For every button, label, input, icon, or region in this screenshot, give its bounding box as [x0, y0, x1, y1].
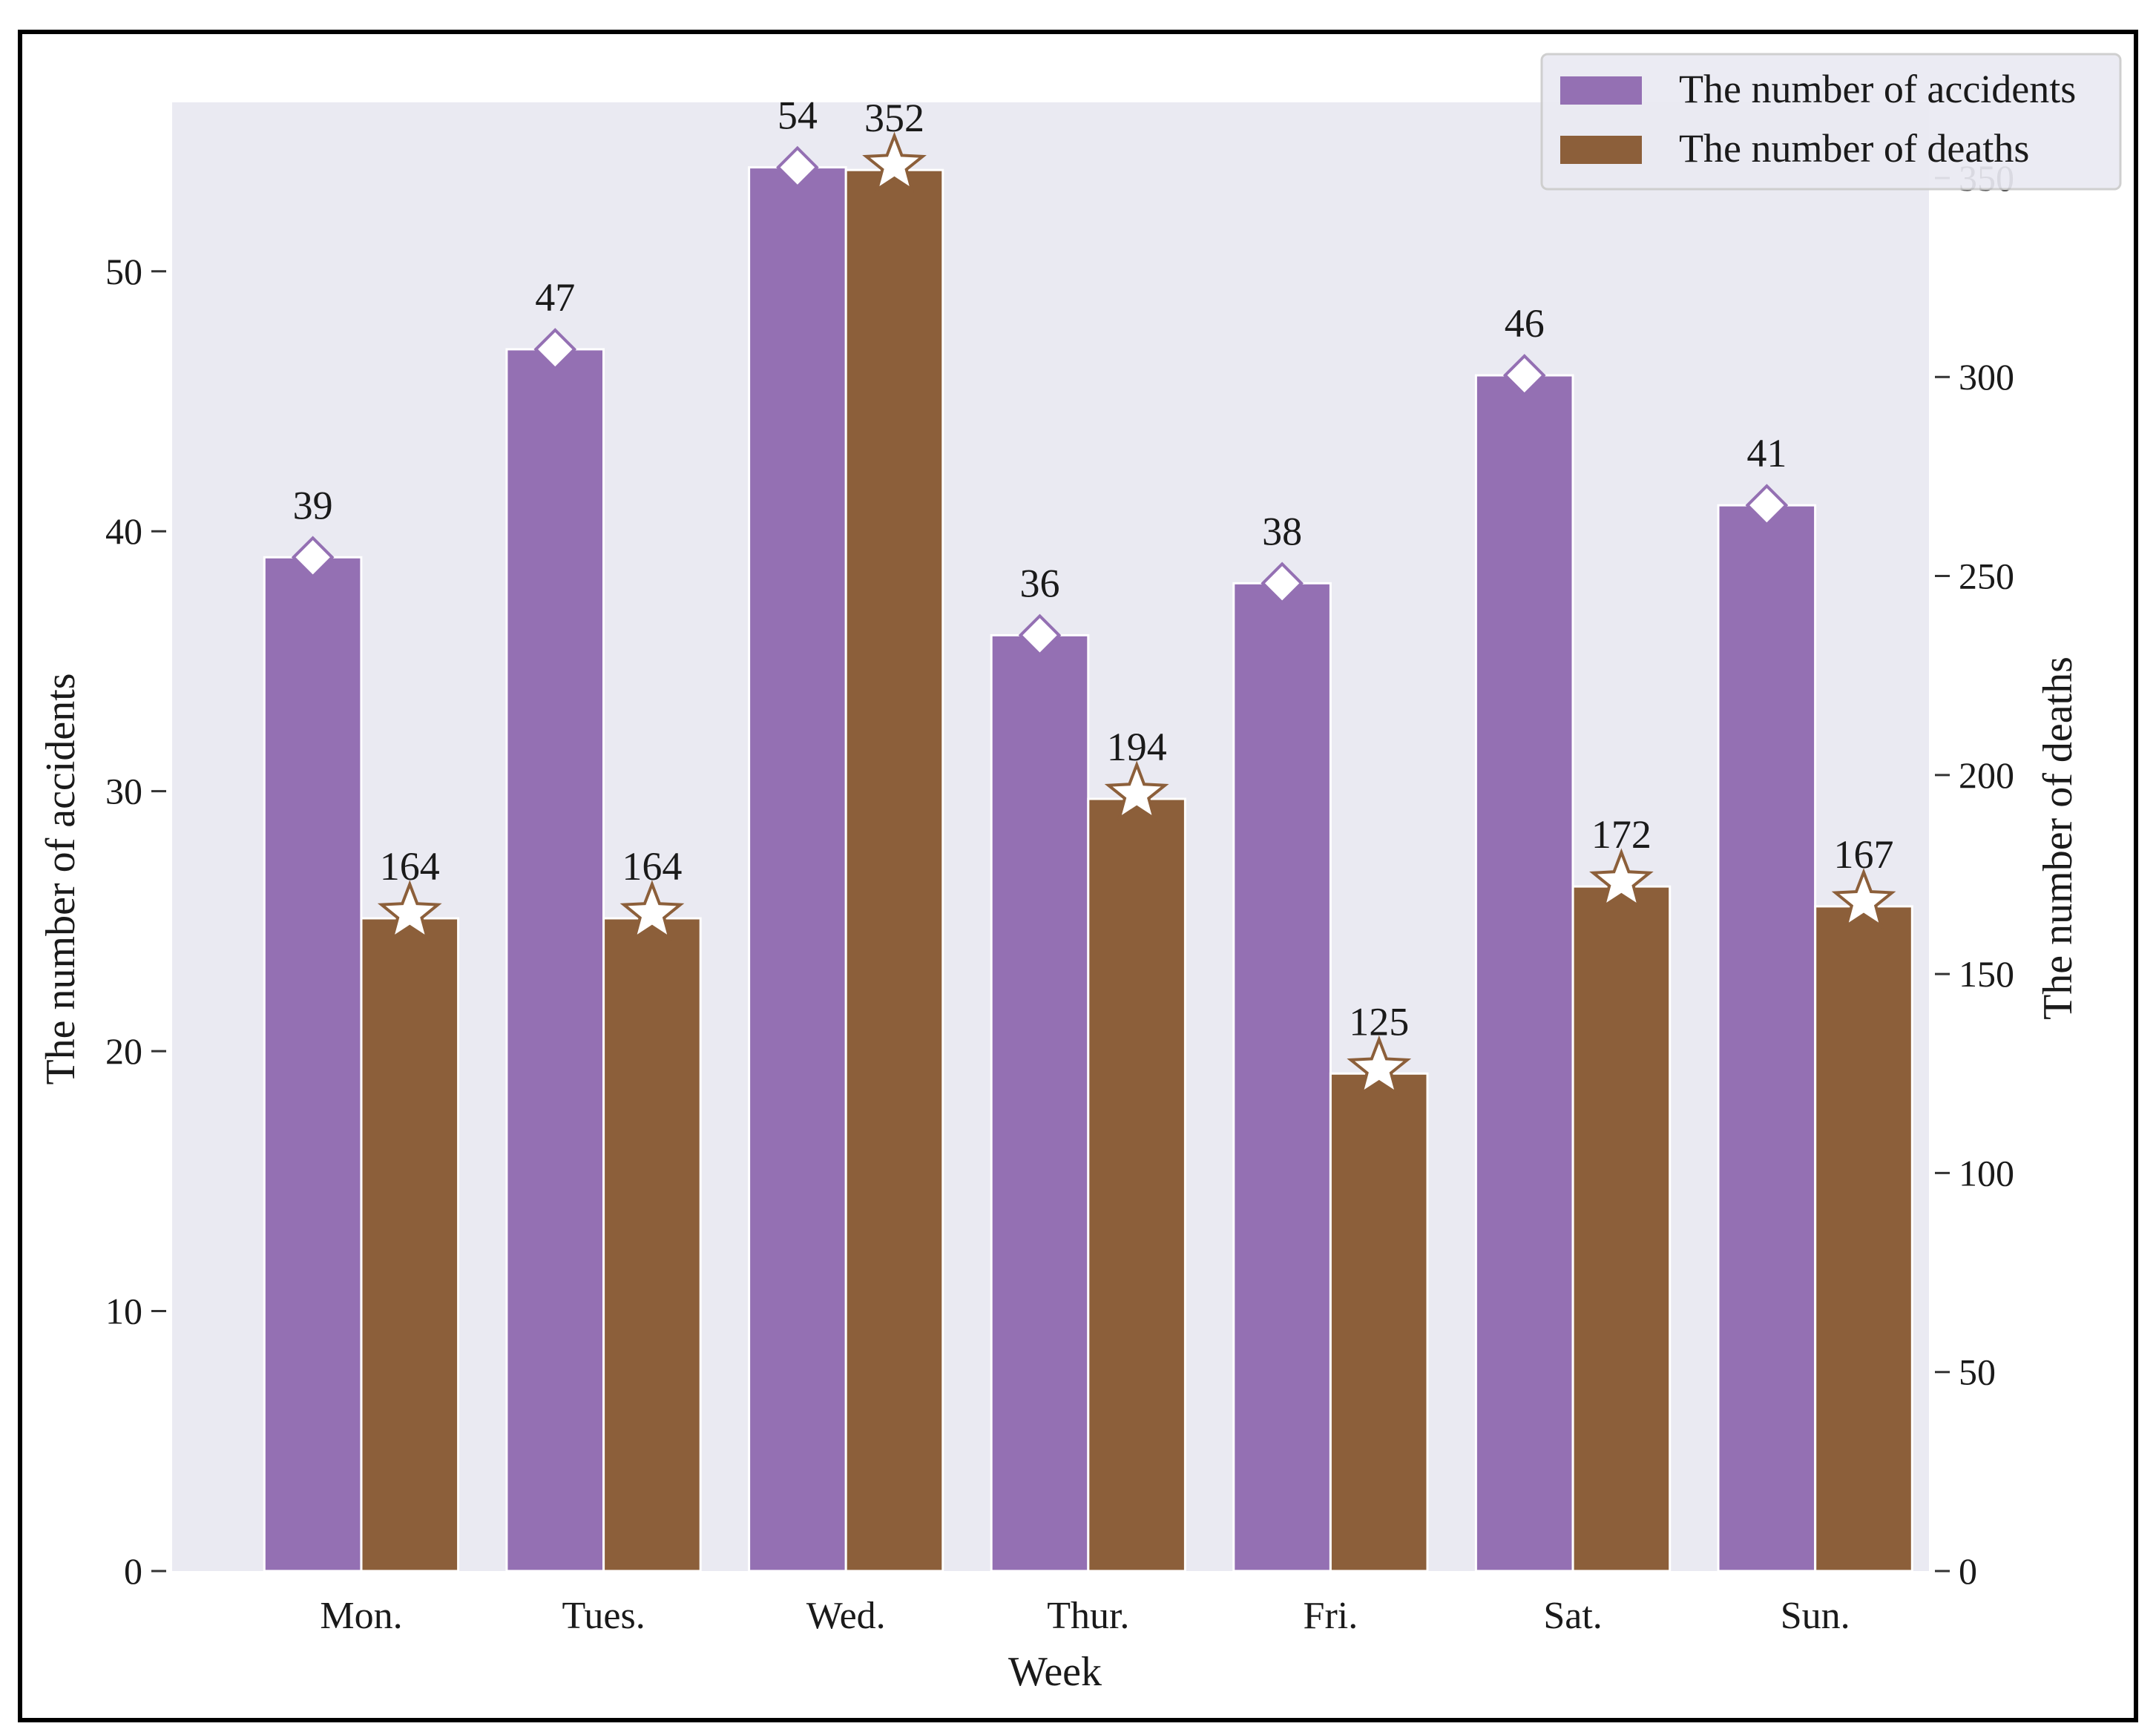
y2-axis-label: The number of deaths — [2035, 656, 2081, 1020]
legend-label-deaths: The number of deaths — [1679, 126, 2029, 171]
value-label-accidents-1: 47 — [535, 275, 575, 320]
marker-accidents-2 — [776, 145, 819, 189]
bar-deaths-6 — [1814, 905, 1913, 1573]
x-tick-label-3: Thur. — [1047, 1595, 1129, 1637]
x-axis: Mon. Tues. Wed. Thur. Fri. Sat. Sun. — [320, 1595, 1850, 1637]
x-tick-label-6: Sun. — [1781, 1595, 1850, 1637]
marker-accidents-5 — [1502, 354, 1546, 397]
marker-deaths-0 — [377, 880, 442, 941]
value-label-deaths-0: 164 — [380, 844, 440, 889]
value-label-deaths-2: 352 — [864, 96, 924, 140]
y2-tick-label-150: 150 — [1959, 953, 2014, 995]
marker-accidents-4 — [1261, 562, 1304, 605]
bar-deaths-1 — [602, 917, 702, 1573]
bar-accidents-3 — [990, 633, 1090, 1573]
marker-deaths-3 — [1104, 760, 1169, 822]
bar-accidents-0 — [263, 556, 363, 1573]
bar-deaths-0 — [360, 917, 460, 1573]
bars-layer — [263, 166, 1913, 1573]
marker-deaths-1 — [619, 880, 685, 941]
marker-accidents-3 — [1018, 613, 1062, 657]
y2-tick-label-300: 300 — [1959, 356, 2014, 398]
x-tick-label-2: Wed. — [806, 1595, 886, 1637]
left-axis: 0 10 20 30 40 50 — [105, 251, 166, 1592]
y-tick-label-50: 50 — [105, 251, 142, 292]
y2-tick-label-200: 200 — [1959, 754, 2014, 796]
legend-box — [1540, 53, 2122, 191]
legend-swatch-accidents — [1560, 76, 1642, 105]
y-axis-label: The number of accidents — [38, 673, 84, 1084]
y-tick-label-10: 10 — [105, 1291, 142, 1332]
marker-deaths-6 — [1831, 868, 1896, 929]
value-label-deaths-3: 194 — [1107, 725, 1167, 769]
y-tick-label-20: 20 — [105, 1030, 142, 1072]
markers-layer — [291, 131, 1896, 1097]
value-label-accidents-2: 54 — [778, 93, 818, 138]
marker-accidents-6 — [1745, 484, 1789, 527]
value-label-deaths-5: 172 — [1591, 812, 1651, 857]
bar-deaths-2 — [844, 168, 944, 1573]
marker-deaths-2 — [862, 131, 927, 194]
value-labels-layer: 39 164 47 164 54 352 36 194 38 125 46 172 41 167 — [293, 93, 1894, 1044]
marker-deaths-4 — [1347, 1035, 1412, 1097]
x-tick-label-1: Tues. — [562, 1595, 645, 1637]
x-tick-label-5: Sat. — [1543, 1595, 1602, 1637]
y2-tick-label-100: 100 — [1959, 1152, 2014, 1193]
y-tick-label-0: 0 — [124, 1550, 142, 1592]
bar-deaths-5 — [1571, 885, 1672, 1573]
value-label-accidents-0: 39 — [293, 483, 333, 527]
marker-accidents-1 — [533, 328, 577, 371]
value-label-deaths-6: 167 — [1834, 832, 1894, 877]
bar-accidents-1 — [505, 348, 605, 1573]
bar-deaths-4 — [1329, 1072, 1429, 1573]
value-label-deaths-1: 164 — [622, 844, 682, 889]
y2-tick-label-250: 250 — [1959, 556, 2014, 597]
value-label-accidents-4: 38 — [1262, 509, 1302, 553]
marker-accidents-0 — [291, 536, 335, 579]
legend-swatch-deaths — [1560, 136, 1642, 164]
y-tick-label-40: 40 — [105, 510, 142, 552]
legend: The number of accidents The number of de… — [1540, 53, 2122, 191]
y2-tick-label-0: 0 — [1959, 1550, 1977, 1592]
marker-deaths-5 — [1589, 848, 1654, 909]
bar-accidents-6 — [1717, 504, 1817, 1573]
x-axis-label: Week — [1008, 1649, 1102, 1695]
value-label-deaths-4: 125 — [1349, 999, 1409, 1044]
x-tick-label-0: Mon. — [320, 1595, 402, 1637]
value-label-accidents-6: 41 — [1746, 431, 1787, 475]
x-tick-label-4: Fri. — [1304, 1595, 1358, 1637]
bar-deaths-3 — [1087, 797, 1186, 1573]
value-label-accidents-3: 36 — [1020, 561, 1060, 605]
bar-accidents-5 — [1474, 374, 1574, 1573]
y-tick-label-30: 30 — [105, 771, 142, 812]
bar-accidents-2 — [748, 166, 847, 1573]
bar-accidents-4 — [1232, 582, 1332, 1573]
value-label-accidents-5: 46 — [1505, 301, 1545, 346]
y2-tick-label-50: 50 — [1959, 1351, 1996, 1393]
legend-label-accidents: The number of accidents — [1679, 67, 2076, 111]
